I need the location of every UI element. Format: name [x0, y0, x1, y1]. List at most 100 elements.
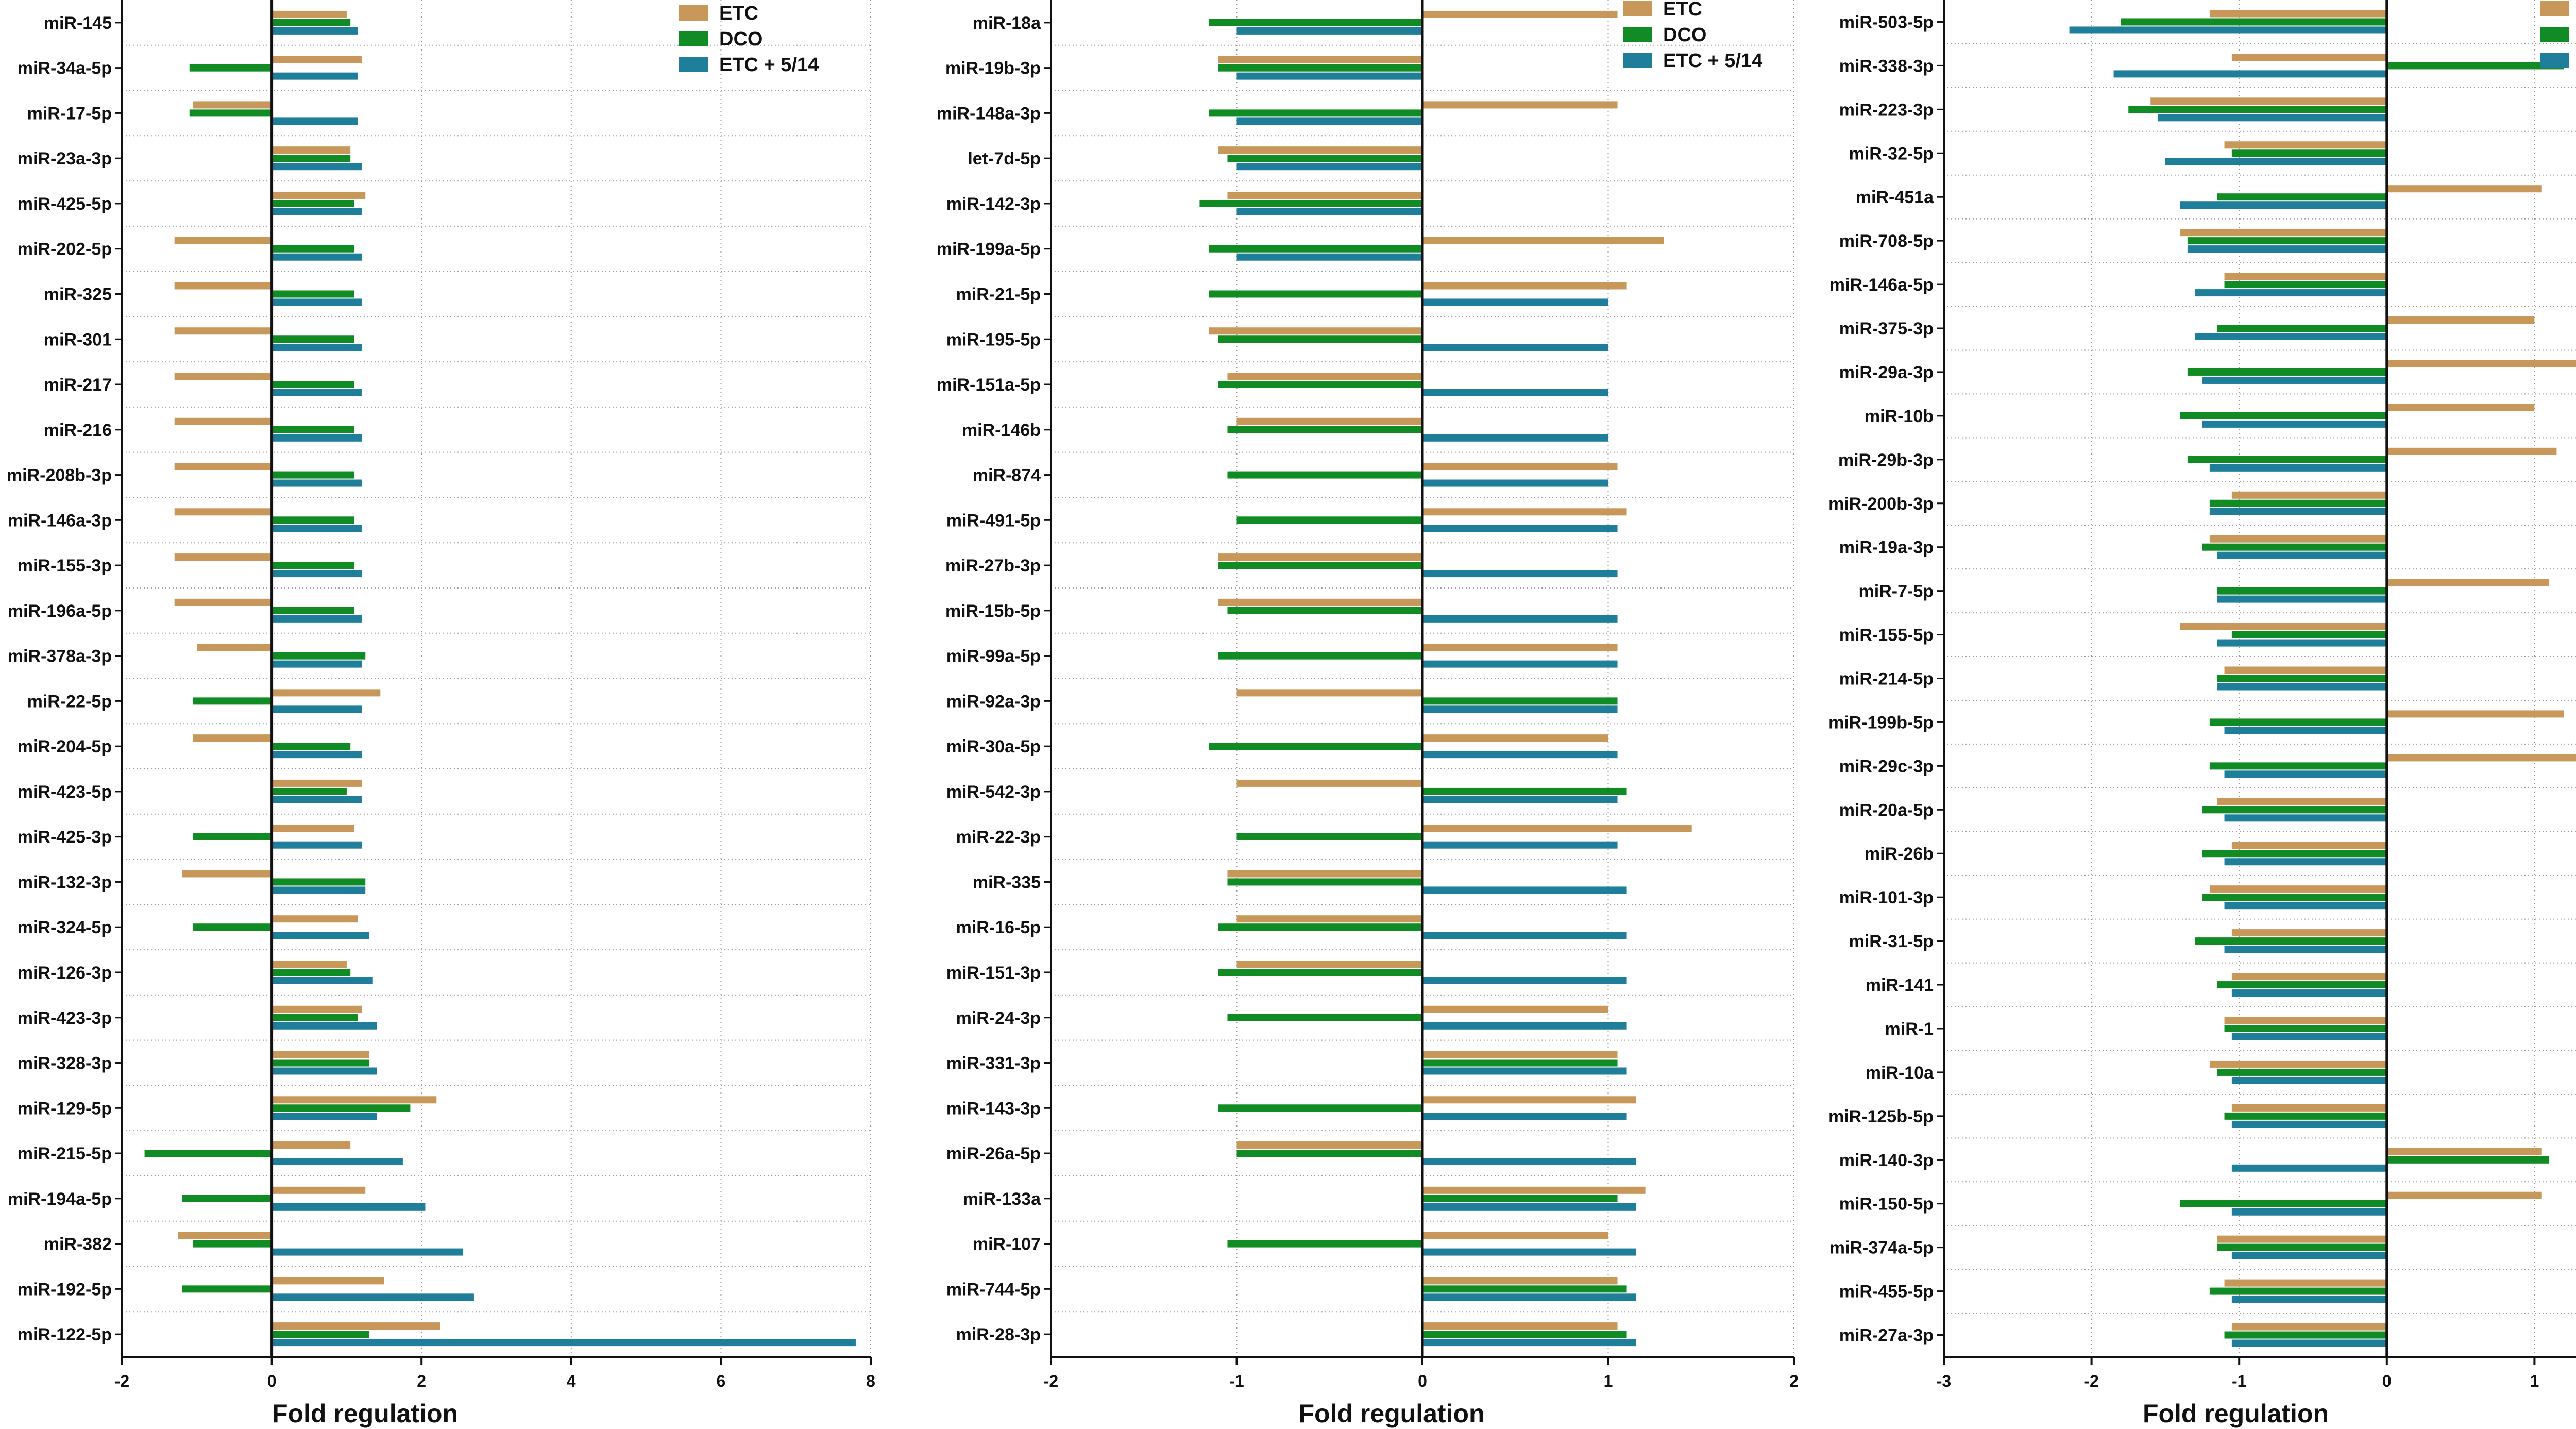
bar-etc — [174, 327, 272, 335]
bar-etc — [272, 10, 347, 18]
category-label: miR-30a-5p — [946, 737, 1041, 756]
legend-label: DCO — [719, 28, 762, 50]
category-label: miR-133a — [963, 1189, 1041, 1209]
bar-dco — [1218, 562, 1422, 569]
category-label: miR-202-5p — [18, 240, 112, 259]
category-label: miR-425-3p — [18, 828, 112, 847]
x-tick-label: 2 — [1789, 1372, 1799, 1390]
legend-swatch — [1623, 1, 1652, 16]
bar-dco — [2121, 18, 2387, 26]
bar-etc-5-14 — [1236, 72, 1422, 80]
x-tick-label: -2 — [2084, 1372, 2098, 1390]
bar-etc — [174, 553, 272, 561]
bar-etc-5-14 — [2231, 1252, 2387, 1259]
bar-dco — [1218, 335, 1422, 343]
bar-etc — [2386, 710, 2564, 718]
bar-dco — [1209, 743, 1422, 750]
category-label: miR-132-3p — [18, 872, 112, 892]
bar-etc — [272, 56, 362, 63]
category-label: miR-107 — [973, 1235, 1041, 1254]
bar-etc-5-14 — [1236, 27, 1422, 35]
bar-dco — [2217, 587, 2387, 595]
category-label: miR-126-3p — [18, 963, 112, 983]
bar-dco — [1422, 697, 1618, 705]
bar-etc — [174, 282, 272, 290]
category-label: miR-29c-3p — [1839, 756, 1934, 776]
x-tick-label: 0 — [1418, 1372, 1427, 1390]
legend-swatch — [1623, 53, 1652, 68]
bar-dco — [2209, 762, 2387, 770]
bar-etc-5-14 — [272, 1113, 377, 1120]
chart-panel-1: miR-145 miR-34a-5p miR-17-5p miR-23a-3p miR-… — [7, 0, 875, 1428]
bar-etc-5-14 — [1422, 525, 1618, 532]
bar-etc-5-14 — [2217, 551, 2387, 559]
x-tick-label: -3 — [1937, 1372, 1951, 1390]
bar-dco — [272, 426, 354, 433]
category-label: miR-143-3p — [946, 1099, 1041, 1118]
bar-etc — [193, 101, 272, 109]
bar-etc-5-14 — [2231, 1120, 2387, 1128]
category-label: miR-27a-3p — [1839, 1326, 1934, 1346]
bar-etc-5-14 — [2231, 1339, 2387, 1347]
bar-dco — [1199, 199, 1422, 207]
bar-etc-5-14 — [272, 1067, 377, 1075]
bar-dco — [272, 652, 366, 660]
bar-etc — [2386, 185, 2542, 193]
category-label: miR-217 — [44, 375, 112, 395]
bar-etc — [1422, 1096, 1636, 1104]
category-label: miR-29a-3p — [1839, 363, 1934, 382]
category-label: miR-141 — [1866, 976, 1934, 995]
bar-dco — [1227, 1014, 1422, 1021]
x-tick-label: -1 — [2232, 1372, 2246, 1390]
bar-etc — [1422, 237, 1664, 244]
category-label: miR-155-3p — [18, 556, 112, 576]
category-label: miR-208b-3p — [7, 466, 112, 485]
bar-dco — [182, 1195, 272, 1202]
bar-dco — [1209, 290, 1422, 298]
bar-dco — [2217, 1243, 2387, 1251]
bar-dco — [193, 833, 272, 840]
bar-etc — [272, 825, 354, 832]
bar-etc-5-14 — [2195, 289, 2387, 297]
bar-etc-5-14 — [272, 751, 362, 759]
bar-dco — [2187, 368, 2387, 376]
bar-etc-5-14 — [272, 27, 358, 35]
bar-etc-5-14 — [1422, 344, 1608, 351]
bar-dco — [272, 199, 354, 207]
bar-etc — [1422, 1232, 1608, 1239]
bar-etc — [272, 1186, 366, 1194]
bar-etc — [1422, 282, 1627, 290]
bar-etc — [174, 237, 272, 244]
bar-etc — [272, 915, 358, 923]
bar-etc-5-14 — [272, 117, 358, 125]
legend-swatch — [2540, 1, 2569, 16]
category-label: miR-122-5p — [18, 1325, 112, 1344]
bar-dco — [1422, 787, 1627, 795]
x-tick-label: 2 — [417, 1372, 426, 1390]
bar-dco — [2217, 981, 2387, 989]
bar-dco — [1227, 1240, 1422, 1248]
category-label: miR-10a — [1866, 1063, 1934, 1083]
bar-etc — [272, 191, 366, 199]
category-label: miR-204-5p — [18, 737, 112, 756]
bar-etc — [1422, 10, 1618, 18]
bar-dco — [2224, 1024, 2387, 1032]
bar-etc-5-14 — [2209, 464, 2387, 472]
bar-etc — [1422, 644, 1618, 651]
bar-etc-5-14 — [2202, 376, 2387, 384]
x-axis-title: Fold regulation — [1298, 1399, 1484, 1428]
bar-etc — [174, 508, 272, 516]
bar-etc-5-14 — [272, 886, 366, 894]
bar-etc — [1236, 915, 1422, 923]
bar-etc-5-14 — [1422, 298, 1608, 306]
chart-panel-3: miR-503-5p miR-338-3p miR-223-3p miR-32-5p m… — [1828, 0, 2576, 1428]
bar-etc — [174, 598, 272, 606]
category-label: miR-151-3p — [946, 963, 1041, 983]
bar-dco — [1236, 516, 1422, 524]
bar-etc-5-14 — [1422, 796, 1618, 803]
category-label: miR-708-5p — [1839, 231, 1934, 251]
bar-dco — [1227, 426, 1422, 433]
category-label: miR-145 — [44, 13, 112, 33]
category-label: let-7d-5p — [968, 149, 1041, 169]
